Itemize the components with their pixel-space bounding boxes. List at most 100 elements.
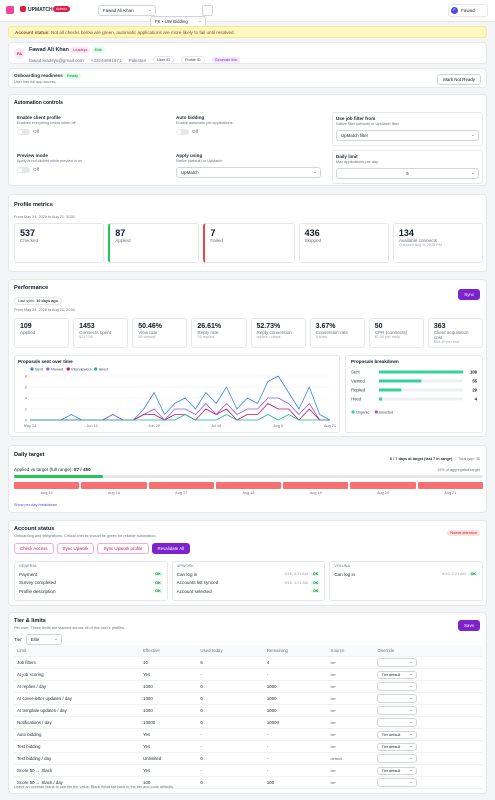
override-input[interactable]: [377, 754, 418, 763]
legend-label: Boosted: [379, 410, 393, 414]
account-status-text: Onboarding and integrations. Critical ch…: [14, 534, 157, 538]
override-select[interactable]: Tier default: [377, 766, 418, 775]
override-input[interactable]: [377, 778, 418, 787]
user-menu[interactable]: F Fawad: [448, 4, 488, 17]
applied-label: Applied vs target (full range):: [14, 467, 73, 472]
cell: Yes: [140, 668, 198, 681]
cell: tier: [327, 704, 375, 717]
override-input[interactable]: [377, 658, 418, 667]
progress-track: [14, 475, 483, 478]
metric-label: Checked: [20, 238, 39, 243]
cell: tier: [327, 716, 375, 729]
limit-row: Job filters 10 6 4 tier: [14, 656, 483, 669]
user-id[interactable]: User ID: [153, 56, 175, 64]
status-ok: OK: [153, 589, 163, 594]
cell: -: [263, 668, 328, 681]
day-bar: [148, 482, 214, 489]
x-tick-label: Jul 18: [211, 424, 221, 428]
cell: 0: [197, 776, 264, 789]
toggle[interactable]: [176, 129, 189, 135]
override-input[interactable]: [377, 682, 418, 691]
cell: 0: [197, 692, 264, 705]
toggle[interactable]: [17, 129, 30, 135]
tier-title: Tier & limits: [14, 618, 46, 624]
override-select[interactable]: Tier default: [377, 670, 418, 679]
metric-label: Available connects: [398, 238, 438, 243]
x-tick-label: Jun 29: [148, 424, 159, 428]
override-cell: [374, 716, 483, 729]
override-cell: Tier default: [374, 728, 483, 741]
metric-label: Applied: [115, 238, 131, 243]
item-label: Payment: [19, 571, 38, 577]
tier-select[interactable]: Elite: [25, 634, 62, 645]
toggle-value: Off: [33, 129, 40, 135]
item-label: Can log in: [176, 571, 198, 577]
toggle[interactable]: [17, 167, 30, 173]
action-button[interactable]: Sync Upwork: [56, 543, 95, 554]
select[interactable]: UpMatch filter: [336, 130, 479, 141]
menu-icon[interactable]: [6, 6, 14, 14]
limit-row: AI cover-letter updates / day 1000 0 1000 ti…: [14, 692, 483, 705]
refresh-button[interactable]: [202, 5, 213, 16]
status-group: VOLUNA Can log in 8/16, 3:21 AM OK: [329, 561, 484, 601]
metric-note: $7.50 per reply: [374, 335, 401, 339]
override-input[interactable]: [377, 706, 418, 715]
cell: 1000: [140, 704, 198, 717]
cell: -: [263, 764, 328, 777]
metric-value: 50.46%: [138, 323, 162, 330]
tier-limits: Tier & limits Per-user. These limits are…: [8, 612, 487, 794]
select[interactable]: UpMatch: [176, 167, 321, 178]
bar-label: Replied: [351, 387, 366, 392]
override-input[interactable]: [377, 718, 418, 727]
toggle-wrap: Off: [17, 167, 162, 173]
automation-title: Automation controls: [14, 100, 63, 106]
cell: Unlimited: [140, 752, 198, 765]
metric-value: 537: [20, 228, 36, 238]
cell: tier: [327, 728, 375, 741]
profile-name: Fawad Ali Khan: [29, 47, 69, 54]
cell: 0: [197, 716, 264, 729]
override-select[interactable]: Tier default: [377, 742, 418, 751]
action-button[interactable]: Check Access: [14, 543, 54, 554]
save-button[interactable]: Save: [457, 620, 480, 631]
alert-label: Account status:: [15, 30, 50, 35]
profile-id[interactable]: Profile ID: [181, 56, 205, 64]
metric-label: Failed: [210, 238, 223, 243]
legend-label: Interviewed: [71, 367, 90, 371]
input[interactable]: 5: [336, 168, 479, 179]
status-item: Accounts list synced 8/16, 3:21 AM OK: [177, 579, 321, 588]
performance-cards: 109 Applied 1453 Connects spent $217.95 50.46…: [14, 318, 483, 348]
control-help: Max applications per day: [336, 160, 378, 164]
item-label: Survey completed: [19, 580, 56, 586]
action-button[interactable]: Sync Upwork profile: [97, 543, 149, 554]
limit-row: AI replies / day 1000 0 1000 tier: [14, 680, 483, 693]
tier-picker: Tier Elite: [14, 634, 62, 645]
per-day-link[interactable]: Show per-day breakdown: [14, 503, 58, 507]
toggle-value: Off: [33, 167, 40, 173]
override-input[interactable]: [377, 694, 418, 703]
daily-target: Daily target 0 / 7 days at target (last …: [8, 445, 487, 513]
cell: 100: [263, 776, 328, 789]
alert-text: Not all checks below are green, automati…: [51, 30, 235, 35]
mark-not-ready[interactable]: Mark Not Ready: [437, 74, 481, 85]
override-select[interactable]: Tier default: [377, 730, 418, 739]
generate-link[interactable]: Generate link: [211, 57, 241, 63]
sync-button[interactable]: Sync: [458, 289, 480, 300]
cell: Test bidding: [14, 740, 140, 753]
override-cell: [374, 692, 483, 705]
control-help: Native (default) or UpMatch: [176, 159, 223, 163]
limit-row: AI template updates / day 1000 0 1000 tier: [14, 704, 483, 717]
bar: [379, 397, 383, 401]
tier-label: Tier: [14, 637, 22, 642]
user-select[interactable]: Fawad Ali Khan: [98, 5, 156, 16]
x-tick-label: May 24: [24, 424, 36, 428]
metric-label: Conversion rate: [315, 330, 349, 335]
metric-card: 134 Available connects Checked Aug 9, 2026…: [392, 223, 484, 263]
legend-label: Hired: [99, 367, 108, 371]
action-button[interactable]: Revalidate All: [151, 543, 191, 554]
cell: 1000: [263, 680, 328, 693]
day: Aug 17: [148, 482, 214, 495]
country: Pakistan: [128, 57, 147, 63]
metric-card: 1453 Connects spent $217.95: [73, 318, 129, 348]
